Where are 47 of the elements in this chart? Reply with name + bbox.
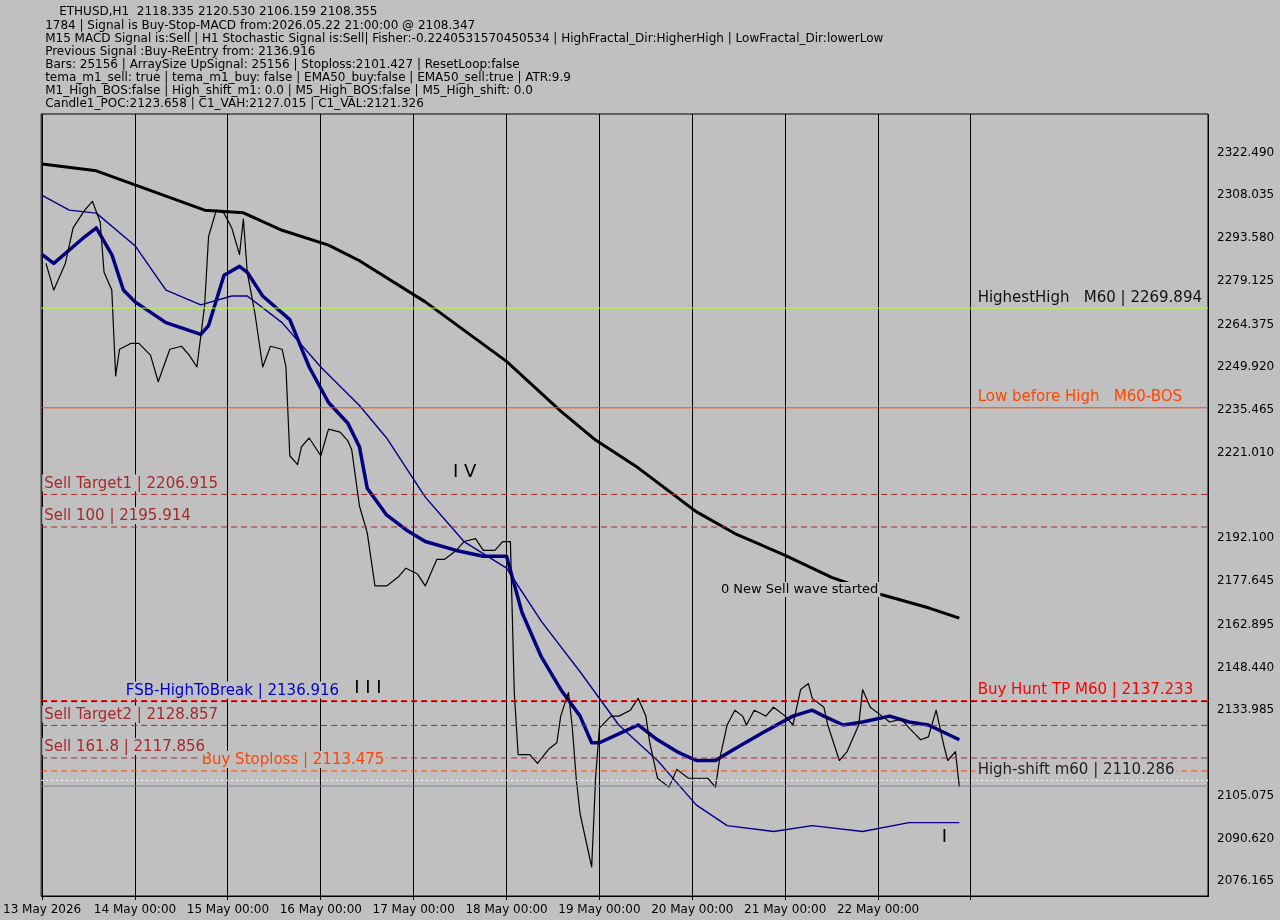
text: M1_High_BOS:false | High_shift_m1: 0.0 | M5_High_BOS:false | M5_High_shift: 0.0	[45, 83, 533, 98]
ref-line-label: Sell 100 | 2195.914	[44, 506, 191, 525]
y-tick-label: 2221.010	[1217, 444, 1275, 459]
x-tick-label: 20 May 00:00	[651, 902, 734, 917]
y-tick-label: 2264.375	[1217, 316, 1275, 331]
ref-line-label: Low before High M60-BOS	[977, 387, 1183, 406]
ref-line-label: Sell Target1 | 2206.915	[44, 473, 219, 492]
annotation: 0 New Sell wave started	[720, 580, 879, 596]
ref-line-label: Buy Hunt TP M60 | 2137.233	[977, 680, 1194, 699]
x-tick-label: 17 May 00:00	[372, 902, 455, 917]
y-tick-label: 2249.920	[1217, 359, 1275, 374]
ref-line-label: Sell 161.8 | 2117.856	[44, 737, 206, 756]
x-tick-label: 21 May 00:00	[744, 902, 827, 917]
x-tick-label: 19 May 00:00	[558, 902, 641, 917]
y-tick-label: 2322.490	[1217, 144, 1275, 159]
text: M15 MACD Signal is:Sell | H1 Stochastic Signal is:Sell| Fisher:-0.2240531570450534 | HighFractal_Dir:HigherHigh | LowFractal_Dir:lowerLow	[45, 31, 884, 46]
ref-line-label: FSB-HighToBreak | 2136.916	[125, 680, 340, 699]
text: Previous Signal :Buy-ReEntry from: 2136.916	[45, 44, 316, 59]
text: Bars: 25156 | ArraySize UpSignal: 25156 | Stoploss:2101.427 | ResetLoop:false	[45, 57, 520, 72]
x-tick-label: 14 May 00:00	[93, 902, 177, 917]
ref-line-label: Sell Target2 | 2128.857	[44, 704, 219, 723]
y-tick-label: 2235.465	[1217, 402, 1275, 417]
annotation: I V	[453, 459, 478, 481]
x-tick-label: 18 May 00:00	[465, 902, 548, 917]
x-tick-label: 13 May 2026	[3, 902, 82, 917]
y-tick-label: 2133.985	[1217, 702, 1275, 717]
y-tick-label: 2090.620	[1217, 830, 1275, 845]
text: tema_m1_sell: true | tema_m1_buy: false | EMA50_buy:false | EMA50_sell:true | ATR:9.9	[45, 70, 571, 85]
annotation: I I I	[354, 675, 382, 697]
y-tick-label: 2177.645	[1217, 573, 1275, 588]
y-tick-label: 2162.895	[1217, 616, 1275, 631]
annotation: I	[941, 825, 947, 847]
ref-line-label: High-shift m60 | 2110.286	[977, 759, 1175, 778]
text: 1784 | Signal is Buy-Stop-MACD from:2026.05.22 21:00:00 @ 2108.347	[45, 18, 476, 33]
y-tick-label: 2076.165	[1217, 873, 1275, 888]
y-tick-label: 2192.100	[1217, 530, 1275, 545]
y-tick-label: 2308.035	[1217, 187, 1275, 202]
x-tick-label: 16 May 00:00	[279, 902, 362, 917]
y-tick-label: 2105.075	[1217, 787, 1275, 802]
ref-line-label: HighestHigh M60 | 2269.894	[977, 287, 1203, 306]
y-tick-label: 2279.125	[1217, 272, 1275, 287]
x-tick-label: 22 May 00:00	[836, 902, 920, 917]
y-tick-label: 2148.440	[1217, 659, 1275, 674]
chart-title: ETHUSD,H1 2118.335 2120.530 2106.159 2108.355	[59, 4, 378, 19]
text: Candle1_POC:2123.658 | C1_VAH:2127.015 | C1_VAL:2121.326	[45, 96, 424, 111]
y-tick-label: 2293.580	[1217, 230, 1275, 245]
x-tick-label: 15 May 00:00	[186, 902, 270, 917]
